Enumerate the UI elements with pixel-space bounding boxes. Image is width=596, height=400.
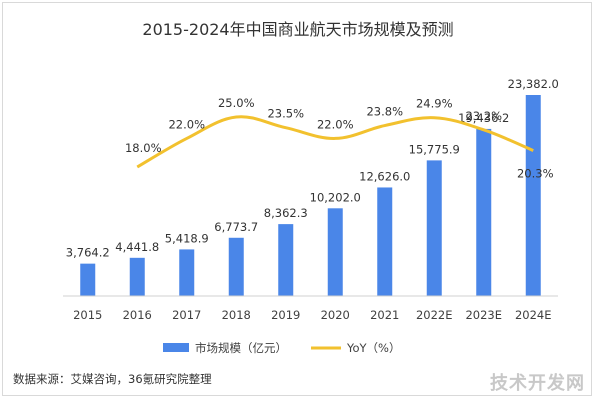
x-tick-label: 2016 — [123, 308, 152, 322]
yoy-value-label: 18.0% — [125, 141, 162, 155]
bar — [426, 160, 442, 296]
yoy-value-label: 22.0% — [168, 117, 205, 131]
bar-value-label: 12,626.0 — [359, 169, 410, 183]
x-tick-label: 2017 — [172, 308, 201, 322]
watermark: 技术开发网 — [490, 373, 585, 394]
yoy-value-label: 24.9% — [416, 97, 453, 111]
bar — [129, 257, 145, 296]
x-tick-label: 2021 — [370, 308, 399, 322]
x-tick-label: 2015 — [73, 308, 102, 322]
yoy-value-label: 25.0% — [218, 96, 255, 110]
yoy-value-label: 22.0% — [317, 117, 354, 131]
bar-value-label: 3,764.2 — [66, 246, 110, 260]
x-tick-label: 2019 — [271, 308, 300, 322]
bar-value-label: 23,382.0 — [508, 77, 559, 91]
bar — [525, 95, 541, 296]
yoy-value-label: 23.2% — [465, 109, 502, 123]
bar-value-label: 5,418.9 — [165, 231, 209, 245]
bar — [228, 237, 244, 296]
yoy-value-label: 23.8% — [366, 105, 403, 119]
x-tick-label: 2024E — [515, 308, 552, 322]
chart: 2015-2024年中国商业航天市场规模及预测 3,764.2 4,441.8 5,… — [63, 20, 559, 355]
bar-value-label: 15,775.9 — [409, 142, 460, 156]
x-tick-labels: 2015 2016 2017 2018 2019 2020 2021 2022E 2023E 20… — [73, 308, 551, 322]
bar-value-label: 19,436.2 — [458, 111, 509, 125]
yoy-labels: 18.0% 22.0% 25.0% 23.5% 22.0% 23.8% 24.9% 23.2%… — [125, 96, 554, 181]
bar — [377, 187, 393, 296]
yoy-value-label: 23.5% — [267, 107, 304, 121]
bar — [278, 224, 294, 296]
yoy-value-label: 20.3% — [517, 167, 554, 181]
bar-series — [80, 95, 541, 296]
bar-value-label: 4,441.8 — [115, 240, 159, 254]
bar-labels: 3,764.2 4,441.8 5,418.9 6,773.7 8,362.310,20… — [66, 77, 559, 260]
x-tick-label: 2020 — [321, 308, 350, 322]
legend-bar-label: 市场规模（亿元） — [195, 341, 287, 355]
legend: 市场规模（亿元） YoY（%） — [163, 341, 401, 355]
legend-line-label: YoY（%） — [346, 341, 401, 355]
yoy-line-series — [136, 115, 534, 169]
bar — [80, 263, 96, 296]
bar — [476, 128, 492, 296]
yoy-line — [136, 115, 534, 169]
legend-bar-swatch — [163, 343, 189, 352]
bar — [327, 208, 343, 296]
bar-value-label: 10,202.0 — [310, 190, 361, 204]
bar-value-label: 6,773.7 — [214, 220, 258, 234]
x-tick-label: 2018 — [222, 308, 251, 322]
bar-value-label: 8,362.3 — [264, 206, 308, 220]
x-tick-label: 2022E — [416, 308, 453, 322]
bar — [179, 249, 195, 296]
chart-frame: 2015-2024年中国商业航天市场规模及预测 3,764.2 4,441.8 5,… — [2, 2, 592, 396]
source-note: 数据来源：艾媒咨询，36氪研究院整理 — [13, 372, 212, 386]
chart-title: 2015-2024年中国商业航天市场规模及预测 — [142, 20, 453, 39]
x-tick-label: 2023E — [465, 308, 502, 322]
